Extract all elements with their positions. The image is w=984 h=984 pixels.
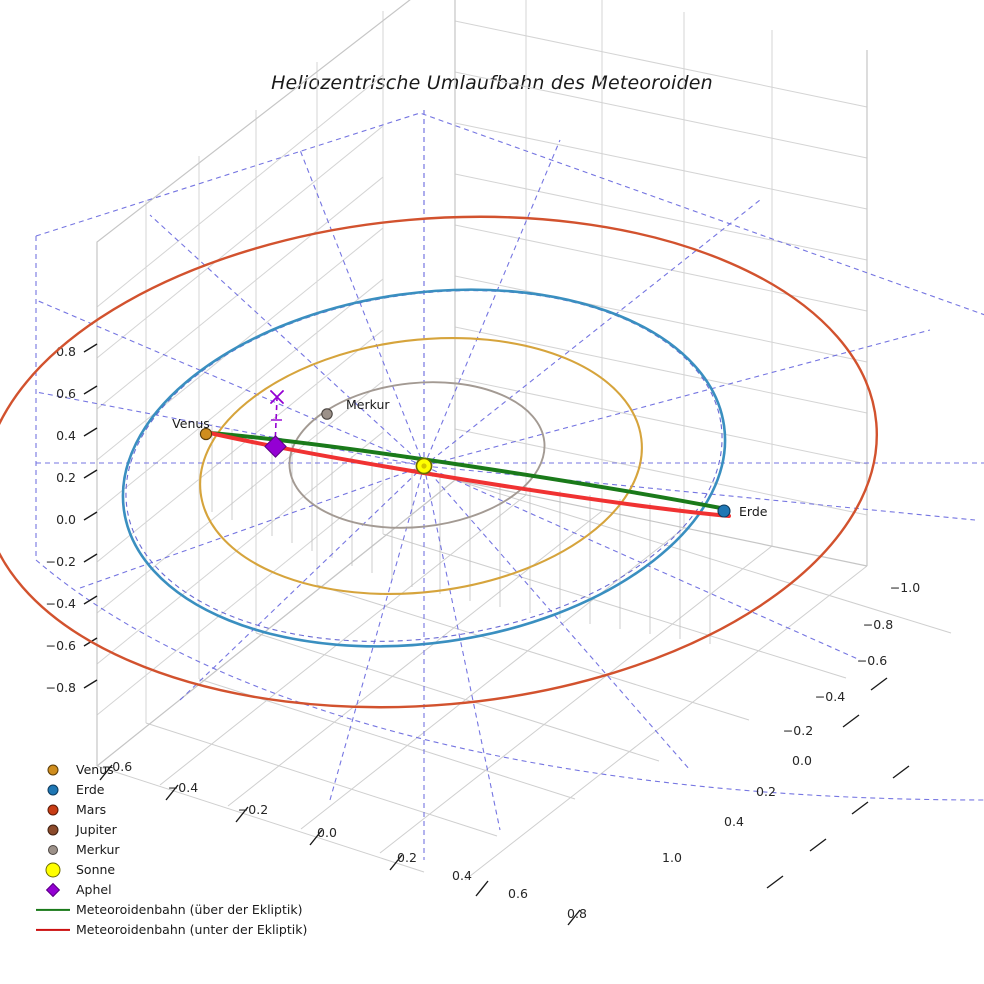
orbit-erde [121,288,727,648]
legend-marker-jupiter [30,820,76,840]
orbit-merkur [288,381,546,529]
z-axis-tick-labels: 0.8 0.6 0.4 0.2 0.0 −0.2 −0.4 −0.6 −0.8 [46,344,76,695]
legend-item-jupiter[interactable]: Jupiter [30,820,330,840]
marker-sonne[interactable] [415,457,433,475]
y-tick-label: 0.2 [756,784,776,799]
x-tick-label: 0.6 [508,886,528,901]
legend-item-erde[interactable]: Erde [30,780,330,800]
y-axis-tick-labels: 0.4 0.2 0.0 −0.2 −0.4 −0.6 −0.8 −1.0 [724,580,920,829]
aphel-connector-line [274,397,278,447]
legend-label: Mars [76,802,107,817]
reference-lines [35,110,984,860]
projection-stems [211,424,711,644]
y-tick-label: 0.4 [724,814,744,829]
legend-marker-sonne [30,860,76,880]
y-tick-label: −1.0 [890,580,920,595]
legend-item-trajectory-below[interactable]: Meteoroidenbahn (unter der Ekliptik) [30,920,330,940]
legend-marker-aphel [30,880,76,900]
z-tick-label: 0.4 [56,428,76,443]
legend-marker-erde [30,780,76,800]
label-venus: Venus [172,416,210,431]
z-tick-label: 0.8 [56,344,76,359]
legend-line-below-ecliptic [30,920,76,940]
z-tick-label: −0.4 [46,596,76,611]
orbit-venus [199,336,643,596]
trajectory-above-ecliptic [208,431,728,511]
legend: Venus Erde Mars Jupiter Merkur [30,760,330,940]
marker-sonne-core [421,463,427,469]
y-tick-label: 0.0 [792,753,812,768]
earth-orbit-guide [125,290,723,642]
orbit-mars [0,215,878,709]
legend-label: Jupiter [76,822,117,837]
legend-item-sonne[interactable]: Sonne [30,860,330,880]
marker-erde[interactable] [717,504,731,518]
legend-marker-merkur [30,840,76,860]
legend-item-mars[interactable]: Mars [30,800,330,820]
z-tick-label: −0.6 [46,638,76,653]
marker-aphel[interactable] [264,435,287,458]
legend-item-merkur[interactable]: Merkur [30,840,330,860]
marker-venus[interactable] [199,427,213,441]
legend-item-trajectory-above[interactable]: Meteoroidenbahn (über der Ekliptik) [30,900,330,920]
marker-merkur[interactable] [321,408,333,420]
legend-marker-mars [30,800,76,820]
y-tick-label: −0.8 [863,617,893,632]
z-tick-label: −0.2 [46,554,76,569]
page-title: Heliozentrische Umlaufbahn des Meteoroid… [271,72,713,94]
z-tick-label: 0.2 [56,470,76,485]
y-tick-label: −0.6 [857,653,887,668]
legend-marker-venus [30,760,76,780]
y-tick-label: −0.4 [815,689,845,704]
x-tick-label: 1.0 [662,850,682,865]
legend-line-above-ecliptic [30,900,76,920]
legend-label: Meteoroidenbahn (unter der Ekliptik) [76,922,308,937]
legend-label: Erde [76,782,105,797]
x-tick-label: 0.8 [567,906,587,921]
legend-label: Meteoroidenbahn (über der Ekliptik) [76,902,303,917]
z-tick-label: 0.0 [56,512,76,527]
grid-left-pane [96,11,384,766]
legend-item-aphel[interactable]: Aphel [30,880,330,900]
label-erde: Erde [739,504,768,519]
trajectory-below-ecliptic [208,431,731,518]
y-tick-label: −0.2 [783,723,813,738]
z-tick-label: 0.6 [56,386,76,401]
aphel-projection-x-icon [270,390,284,404]
label-merkur: Merkur [346,397,390,412]
legend-label: Venus [76,762,114,777]
x-tick-label: 0.4 [452,868,472,883]
z-tick-label: −0.8 [46,680,76,695]
legend-label: Aphel [76,882,112,897]
legend-label: Sonne [76,862,116,877]
legend-label: Merkur [76,842,120,857]
pane-edges [96,0,868,767]
legend-item-venus[interactable]: Venus [30,760,330,780]
x-tick-label: 0.2 [397,850,417,865]
